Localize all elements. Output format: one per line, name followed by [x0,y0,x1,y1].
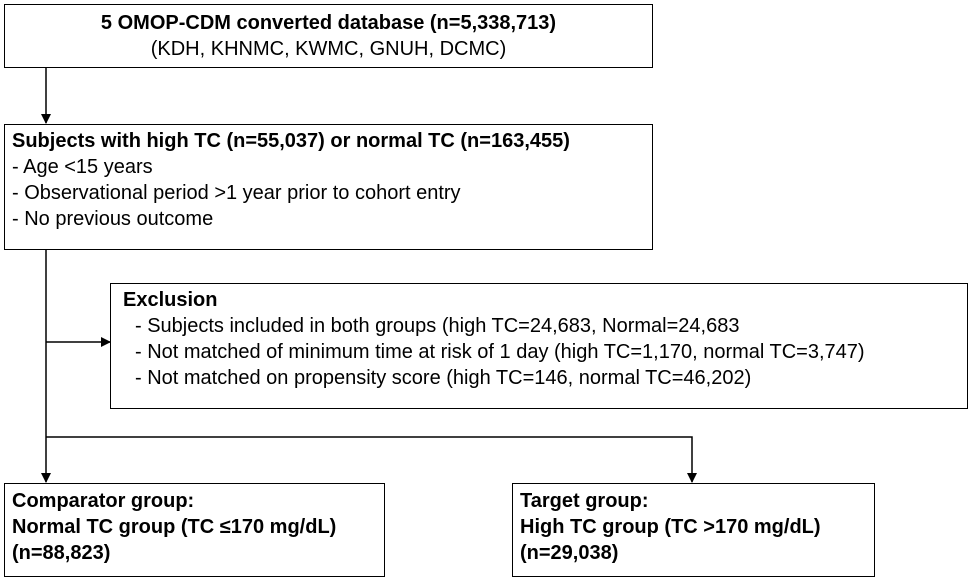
exclusion-box: Exclusion - Subjects included in both gr… [110,283,968,409]
target-group-box: Target group: High TC group (TC >170 mg/… [512,483,875,577]
target-count: (n=29,038) [520,542,619,564]
database-sites: (KDH, KHNMC, KWMC, GNUH, DCMC) [150,38,507,60]
subjects-box: Subjects with high TC (n=55,037) or norm… [4,124,653,250]
arrow-to-target [46,436,697,483]
comparator-count: (n=88,823) [12,542,111,564]
database-title: 5 OMOP-CDM converted database (n=5,338,7… [100,12,557,34]
comparator-label: Comparator group: [12,490,195,512]
subjects-title: Subjects with high TC (n=55,037) or norm… [12,130,570,152]
criterion-item: - Age <15 years [12,156,153,178]
database-box: 5 OMOP-CDM converted database (n=5,338,7… [4,4,653,68]
target-label: Target group: [520,490,649,512]
exclusion-item: - Not matched on propensity score (high … [135,367,752,389]
exclusion-item: - Subjects included in both groups (high… [135,315,740,337]
comparator-group-box: Comparator group: Normal TC group (TC ≤1… [4,483,385,577]
criterion-item: - No previous outcome [12,208,214,230]
exclusion-item: - Not matched of minimum time at risk of… [135,341,865,363]
exclusion-title: Exclusion [123,289,218,311]
comparator-definition: Normal TC group (TC ≤170 mg/dL) [12,516,337,538]
criterion-item: - Observational period >1 year prior to … [12,182,461,204]
target-definition: High TC group (TC >170 mg/dL) [520,516,821,538]
